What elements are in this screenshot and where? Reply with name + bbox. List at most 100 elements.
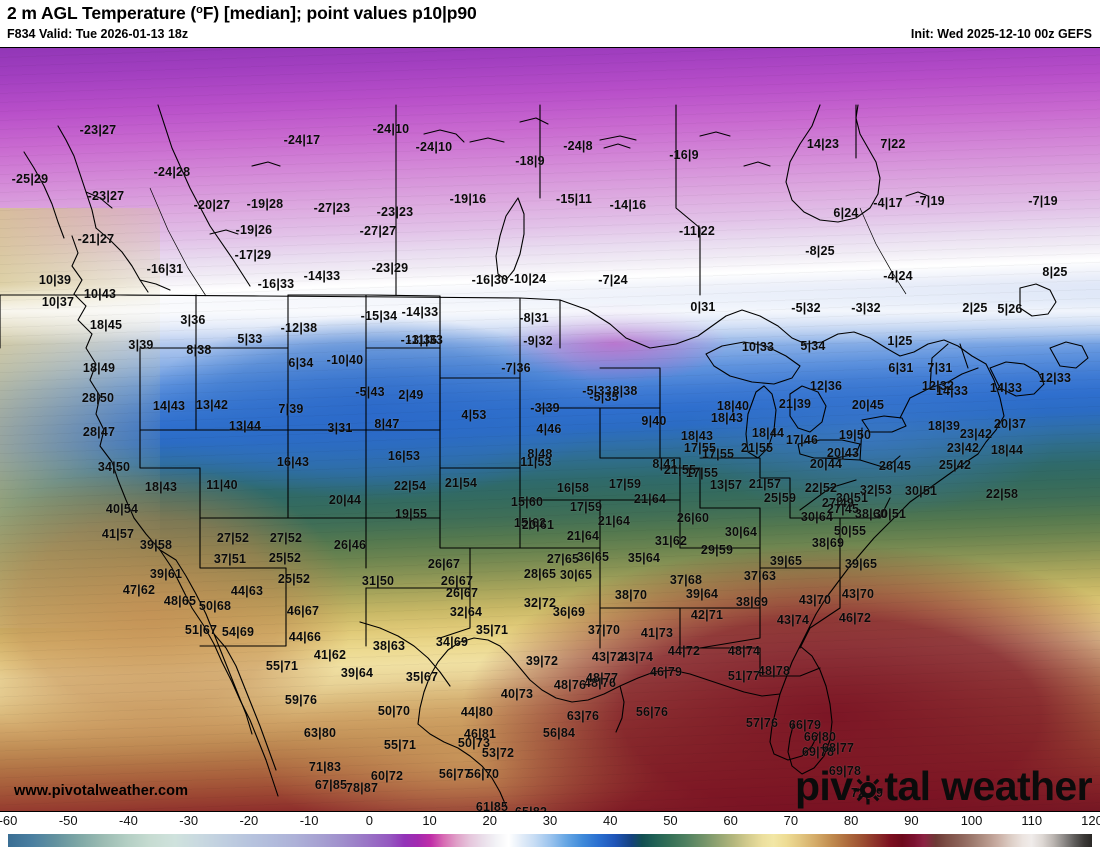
header: 2 m AGL Temperature (oF) [median]; point… <box>0 0 1100 48</box>
point-value: -4|24 <box>883 268 913 283</box>
point-value: -23|27 <box>87 188 125 203</box>
point-value: -23|23 <box>376 204 414 219</box>
colorbar-tick: 120 <box>1081 813 1100 828</box>
colorbar-tick: 50 <box>663 813 678 828</box>
point-value: 18|43 <box>710 410 744 425</box>
colorbar-tick: 20 <box>482 813 497 828</box>
point-value: 27|49 <box>821 495 855 510</box>
point-value: -27|23 <box>313 200 351 215</box>
point-value: 18|44 <box>751 425 785 440</box>
point-value: 67|85 <box>314 777 348 792</box>
point-value: 51|77 <box>727 668 761 683</box>
map-canvas[interactable]: -23|27 -24|17 -25|29 -24|28 -23|27 -20|27 -19|… <box>0 47 1100 812</box>
point-value: 57|76 <box>745 715 779 730</box>
point-value: 18|43 <box>144 479 178 494</box>
point-value: 32|64 <box>449 604 483 619</box>
point-value: 39|64 <box>685 586 719 601</box>
point-value: 60|72 <box>370 768 404 783</box>
point-value: -4|17 <box>873 195 903 210</box>
point-value: 43|74 <box>620 649 654 664</box>
point-value: 44|80 <box>460 704 494 719</box>
point-value: 32|72 <box>523 595 557 610</box>
point-value: 48|65 <box>163 593 197 608</box>
point-value: 11|40 <box>206 477 238 492</box>
point-value: -13|36 <box>400 332 438 347</box>
sun-gear-icon <box>853 772 883 804</box>
point-value: 17|55 <box>683 440 717 455</box>
point-value: 66|80 <box>803 729 837 744</box>
point-value: -11|33 <box>407 332 443 347</box>
point-value: 39|65 <box>769 553 803 568</box>
point-value: 48|78 <box>757 663 791 678</box>
point-value: 55|71 <box>383 737 417 752</box>
point-value: 30|51 <box>873 506 907 521</box>
point-value: 7|39 <box>278 401 304 416</box>
colorbar-tick: 10 <box>422 813 437 828</box>
point-value: -12|38 <box>280 320 318 335</box>
point-value: 74|86 <box>777 811 809 812</box>
point-value: 50|55 <box>833 523 867 538</box>
point-value: 20|44 <box>809 456 843 471</box>
point-value: 38|69 <box>735 594 769 609</box>
point-value: 25|52 <box>277 571 311 586</box>
point-value: 19|55 <box>394 506 428 521</box>
point-value: -8|31 <box>519 310 549 325</box>
point-value: 20|43 <box>826 445 860 460</box>
point-value: 7|22 <box>880 136 906 151</box>
point-value: 20|61 <box>521 517 555 532</box>
point-value: 48|74 <box>727 643 761 658</box>
colorbar-tick: -40 <box>119 813 138 828</box>
logo-text-part2: tal weather <box>884 763 1092 809</box>
point-value: 26|60 <box>676 510 710 525</box>
point-value: 6|34 <box>288 355 314 370</box>
point-value: 31|50 <box>361 573 395 588</box>
point-value: -20|27 <box>193 197 231 212</box>
point-value: 69|78 <box>801 744 835 759</box>
point-value: 30|64 <box>724 524 758 539</box>
point-value: 56|77 <box>438 766 472 781</box>
point-value: 20|37 <box>993 416 1027 431</box>
point-value: -10|40 <box>326 352 364 367</box>
point-value: 26|67 <box>427 556 461 571</box>
point-value: 61|85 <box>475 799 509 812</box>
point-value: -23|29 <box>371 260 409 275</box>
colorbar-tick: -60 <box>0 813 18 828</box>
point-value: 18|49 <box>82 360 116 375</box>
point-value: 53|72 <box>481 745 515 760</box>
point-value: 48|76 <box>553 677 587 692</box>
point-value: 43|72 <box>591 649 625 664</box>
point-value: 11|53 <box>520 454 552 469</box>
point-value: 14|43 <box>152 398 186 413</box>
point-value: 3|36 <box>180 312 206 327</box>
point-value: 17|55 <box>701 446 735 461</box>
site-url-watermark: www.pivotalweather.com <box>14 783 189 799</box>
point-value: 36|69 <box>552 604 586 619</box>
point-value: 34|69 <box>435 634 469 649</box>
point-value: 0|31 <box>690 299 716 314</box>
point-value: 14|23 <box>806 136 840 151</box>
point-value: 17|46 <box>785 432 819 447</box>
point-value: 21|55 <box>740 440 774 455</box>
colorbar-tick: 110 <box>1021 813 1043 828</box>
point-value: 22|54 <box>393 478 427 493</box>
point-value: 1|25 <box>887 333 913 348</box>
point-value: 28|47 <box>82 424 116 439</box>
point-value: 5|33 <box>237 331 263 346</box>
point-value: -24|17 <box>283 132 321 147</box>
colorbar-gradient <box>8 834 1092 847</box>
point-value: -15|11 <box>556 191 592 206</box>
point-value: 30|51 <box>835 490 869 505</box>
point-value: 55|71 <box>265 658 299 673</box>
point-value: 23|42 <box>946 440 980 455</box>
point-value: 17|59 <box>569 499 603 514</box>
point-value: 25|59 <box>763 490 797 505</box>
point-value: 8|38 <box>186 342 212 357</box>
point-value: -19|16 <box>449 191 487 206</box>
point-value: 4|53 <box>461 407 487 422</box>
point-value: 50|73 <box>457 735 491 750</box>
point-value: 18|40 <box>716 398 750 413</box>
point-value: 46|67 <box>286 603 320 618</box>
point-value: 32|53 <box>859 482 893 497</box>
point-value: 18|45 <box>89 317 123 332</box>
geography-overlay <box>0 48 1100 811</box>
